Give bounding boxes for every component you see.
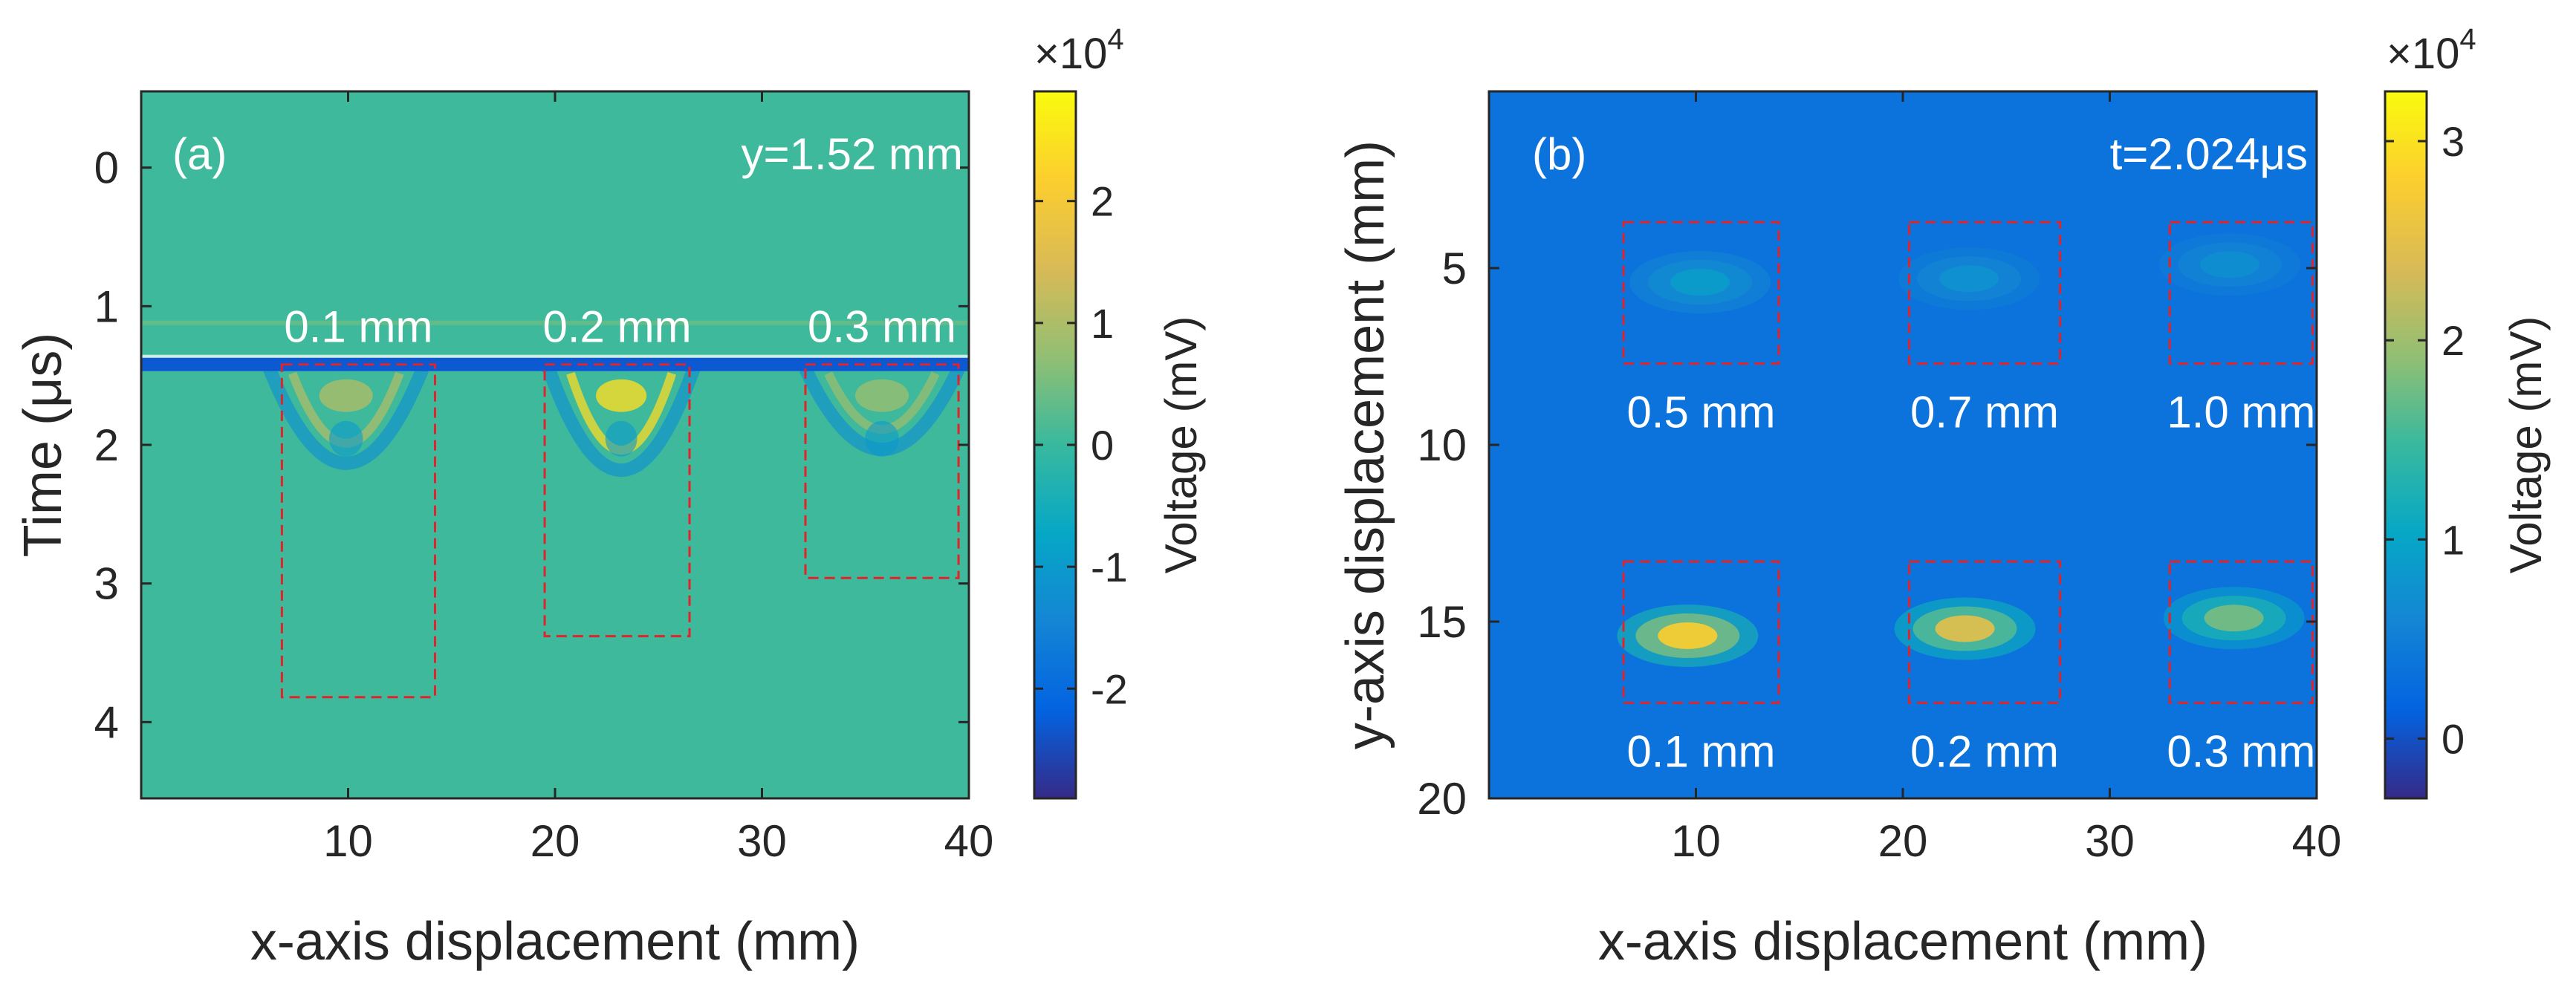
panel-a-xlabel: x-axis displacement (mm) xyxy=(250,912,860,971)
panel-a-annotation: y=1.52 mm xyxy=(742,129,963,179)
panel-b: 0.5 mm 0.7 mm 1.0 mm0.1 mm 0.2 mm 0.3 mm 10 2… xyxy=(1336,23,2551,971)
panel-b-colorbar-tick-label: 0 xyxy=(2442,716,2465,763)
panel-b-label: (b) xyxy=(1532,129,1586,179)
panel-a-defect-label: 0.3 mm xyxy=(808,302,956,352)
panel-b-defect-label: 0.5 mm xyxy=(1626,388,1775,437)
panel-a-colorbar-label: Voltage (mV) xyxy=(1156,316,1206,574)
panel-a-defect-blob-dark xyxy=(865,420,899,457)
panel-a-xtick-label: 40 xyxy=(944,816,994,866)
panel-a-defect-box xyxy=(804,363,960,579)
panel-b-defect-spot xyxy=(1658,622,1718,650)
panel-b-ylabel: y-axis displacement (mm) xyxy=(1336,140,1395,749)
panel-b-defect-box xyxy=(1907,221,2062,365)
panel-a-ytick-label: 2 xyxy=(94,420,119,470)
panel-a-defect-echo xyxy=(263,366,429,470)
panel-a-colorbar-tick-label: -1 xyxy=(1091,544,1128,590)
panel-b-xtick-label: 30 xyxy=(2085,816,2135,866)
panel-a-ytick-label: 1 xyxy=(94,281,119,331)
panel-b-xtick-label: 40 xyxy=(2292,816,2342,866)
panel-b-xtick-label: 20 xyxy=(1878,816,1928,866)
panel-a-surface-line-highlight xyxy=(141,354,969,358)
panel-a-background xyxy=(141,91,969,798)
panel-b-colorbar xyxy=(2384,90,2428,800)
panel-b-xlabel: x-axis displacement (mm) xyxy=(1598,912,2207,971)
panel-a-colorbar-tick-label: 1 xyxy=(1091,300,1114,347)
panel-b-ytick-label: 20 xyxy=(1417,774,1467,824)
panel-b-ytick-label: 15 xyxy=(1417,597,1467,647)
panel-a-reflection-line xyxy=(141,320,969,325)
panel-b-defect-box xyxy=(2168,560,2314,704)
panel-a-defect-label: 0.1 mm xyxy=(284,302,432,352)
panel-a-xtick-label: 30 xyxy=(737,816,787,866)
panel-a-defect-box xyxy=(543,363,691,638)
panel-b-defect-label: 1.0 mm xyxy=(2167,388,2315,437)
panel-b-colorbar-tick-label: 1 xyxy=(2442,516,2465,563)
panel-a-colorbar-tick-label: 0 xyxy=(1091,422,1114,469)
panel-a-colorbar-tick-label: -2 xyxy=(1091,665,1128,712)
panel-b-defect-box xyxy=(1907,560,2062,704)
panel-b-annotation: t=2.024μs xyxy=(2110,129,2308,179)
panel-a-label: (a) xyxy=(172,129,227,179)
panel-a-defect-echo xyxy=(542,366,701,478)
panel-b-ytick-label: 10 xyxy=(1417,420,1467,470)
panel-a-colorbar-tick-label: 2 xyxy=(1091,178,1114,225)
panel-a-xtick-label: 10 xyxy=(323,816,373,866)
panel-b-defect-label: 0.1 mm xyxy=(1626,726,1775,776)
panel-a-ytick-label: 0 xyxy=(94,143,119,193)
panel-a-defect-blob-dark xyxy=(329,420,363,457)
panel-a-heatmap xyxy=(141,91,969,798)
panel-b-colorbar-exponent: ×104 xyxy=(2387,23,2476,78)
panel-b-heatmap xyxy=(1489,91,2317,798)
panel-b-defect-label: 0.2 mm xyxy=(1910,726,2059,776)
panel-b-defect-box xyxy=(2168,221,2314,365)
panel-b-colorbar-label: Voltage (mV) xyxy=(2501,316,2551,574)
panel-a-defect-blob xyxy=(854,379,909,412)
panel-a-defect-blob xyxy=(596,379,647,412)
panel-a-ylabel: Time (μs) xyxy=(13,333,73,558)
panel-b-colorbar-tick-label: 3 xyxy=(2442,118,2465,165)
panel-a-defect-blob-dark xyxy=(605,420,637,457)
panel-a-defect-label: 0.2 mm xyxy=(543,302,692,352)
panel-a-ytick-label: 4 xyxy=(94,697,119,747)
panel-b-defect-spot xyxy=(1935,615,1995,642)
panel-b-defect-label: 0.3 mm xyxy=(2167,726,2315,776)
panel-b-defect-spot xyxy=(2204,605,2264,632)
panel-b-defect-spot xyxy=(2200,251,2260,278)
panel-b-defect-label: 0.7 mm xyxy=(1910,388,2059,437)
panel-a-xtick-label: 20 xyxy=(531,816,580,866)
panel-b-defect-spot xyxy=(1670,269,1730,296)
panel-b-ytick-label: 5 xyxy=(1442,244,1467,293)
panel-b-xtick-label: 10 xyxy=(1671,816,1721,866)
panel-b-colorbar-tick-label: 2 xyxy=(2442,317,2465,364)
panel-a-defect-blob xyxy=(319,379,373,412)
panel-b-background xyxy=(1489,91,2317,798)
panel-a-defect-box xyxy=(280,363,436,699)
panel-a-colorbar-exponent: ×104 xyxy=(1034,23,1124,78)
panel-b-defect-spot xyxy=(1939,265,1999,293)
panel-a-ytick-label: 3 xyxy=(94,559,119,609)
